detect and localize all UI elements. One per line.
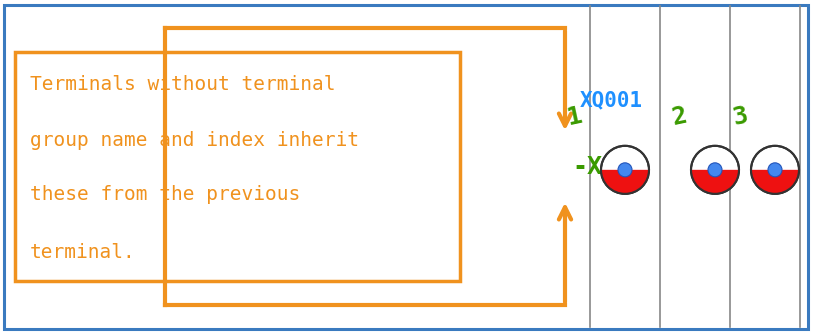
Circle shape xyxy=(751,146,799,194)
Circle shape xyxy=(708,163,722,177)
Wedge shape xyxy=(601,170,649,194)
Wedge shape xyxy=(751,170,799,194)
Circle shape xyxy=(601,146,649,194)
Text: these from the previous: these from the previous xyxy=(30,185,300,204)
Text: Terminals without terminal: Terminals without terminal xyxy=(30,76,336,95)
Text: terminal.: terminal. xyxy=(30,242,136,261)
Circle shape xyxy=(691,146,739,194)
Text: XQ001: XQ001 xyxy=(580,90,643,110)
Text: 1: 1 xyxy=(565,103,585,130)
Circle shape xyxy=(618,163,632,177)
Circle shape xyxy=(768,163,782,177)
Text: group name and index inherit: group name and index inherit xyxy=(30,131,359,150)
Text: 3: 3 xyxy=(730,103,750,130)
Wedge shape xyxy=(691,170,739,194)
Text: -X1: -X1 xyxy=(572,155,617,178)
Text: 2: 2 xyxy=(670,103,690,130)
